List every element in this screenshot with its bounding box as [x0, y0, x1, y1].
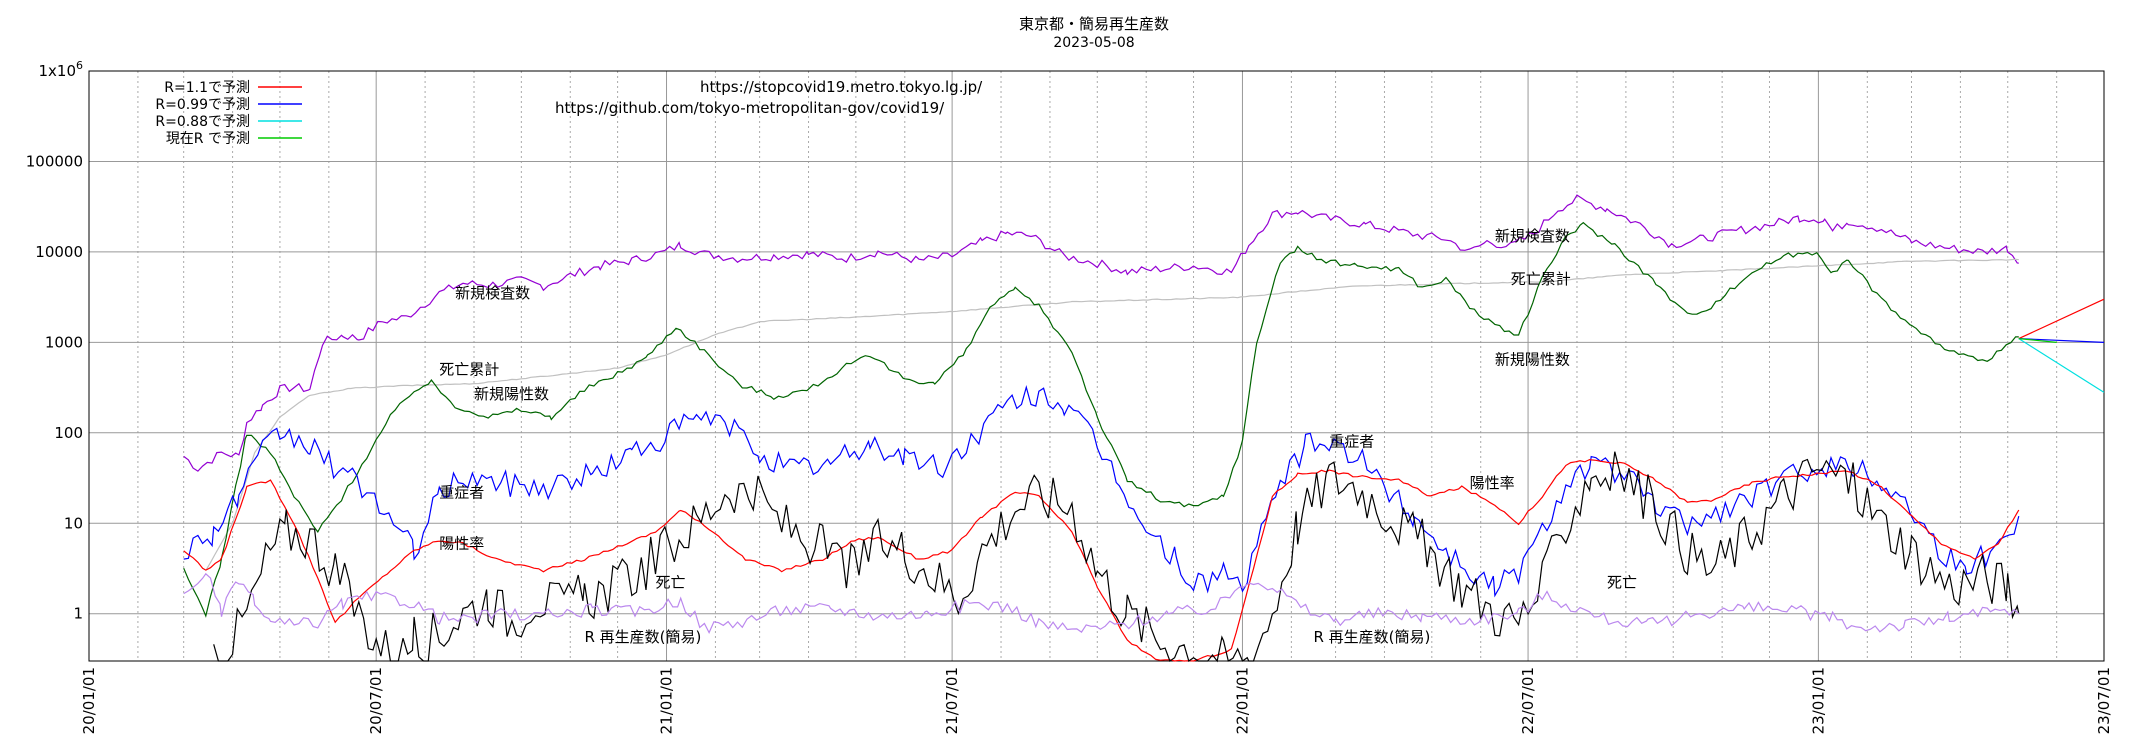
source-url-github: https://github.com/tokyo-metropolitan-go…: [555, 99, 945, 117]
x-tick-label: 22/01/01: [1233, 667, 1251, 734]
x-tick-label: 22/07/01: [1519, 667, 1537, 734]
plot-frame: [88, 70, 2105, 662]
legend-label: 現在R で予測: [166, 131, 250, 147]
series-annotation: 死亡: [655, 574, 685, 592]
y-tick-label: 1: [73, 605, 83, 623]
series-line-4: [183, 458, 2020, 662]
series-annotation: 陽性率: [1470, 474, 1515, 492]
y-tick-label: 10: [64, 514, 83, 532]
series-line-3: [183, 384, 2020, 598]
legend-label: R=1.1で予測: [164, 80, 250, 96]
chart-title: 東京都・簡易再生産数: [1019, 15, 1169, 33]
series-annotation: 死亡累計: [439, 361, 499, 379]
x-tick-label: 21/07/01: [943, 667, 961, 734]
series-annotation: 新規陽性数: [474, 385, 549, 403]
legend-label: R=0.99で予測: [155, 97, 250, 113]
series-line-7: [2018, 298, 2105, 340]
legend-label: R=0.88で予測: [155, 114, 250, 130]
y-tick-label: 1x106: [38, 59, 83, 80]
x-tick-label: 20/07/01: [367, 667, 385, 734]
series-line-5: [213, 451, 2020, 663]
axes: 1 10 100 1000 10000 100000 1x106 20/01/01 20/07/…: [26, 59, 2113, 734]
series-annotation: 新規検査数: [1495, 227, 1570, 245]
x-tick-label: 23/07/01: [2095, 667, 2113, 734]
y-tick-label: 100: [54, 424, 83, 442]
series-annotation: R 再生産数(簡易): [584, 628, 701, 646]
series-annotation: 重症者: [439, 483, 484, 501]
series-line-2: [183, 221, 2019, 618]
source-url-stopcovid: https://stopcovid19.metro.tokyo.lg.jp/: [700, 78, 983, 96]
series-annotation: 新規陽性数: [1495, 350, 1570, 368]
y-tick-label: 1000: [45, 333, 83, 351]
series-annotation: 陽性率: [439, 534, 484, 552]
series-annotation: 死亡累計: [1511, 270, 1571, 288]
series-layer: [183, 194, 2105, 663]
y-tick-label: 100000: [26, 152, 83, 170]
x-tick-label: 21/01/01: [658, 667, 676, 734]
series-line-0: [183, 194, 2019, 472]
series-annotation: 新規検査数: [455, 284, 530, 302]
series-annotation: 重症者: [1329, 433, 1374, 451]
series-line-9: [2018, 338, 2105, 393]
x-tick-label: 20/01/01: [80, 667, 98, 734]
series-annotation: R 再生産数(簡易): [1313, 628, 1430, 646]
y-tick-label: 10000: [35, 243, 83, 261]
series-line-10: [2018, 338, 2057, 343]
x-tick-label: 23/01/01: [1809, 667, 1827, 734]
series-line-6: [183, 572, 2020, 634]
chart-subtitle: 2023-05-08: [1053, 35, 1134, 51]
series-annotation: 死亡: [1607, 574, 1637, 592]
series-line-1: [205, 258, 2019, 571]
series-line-8: [2018, 338, 2105, 343]
